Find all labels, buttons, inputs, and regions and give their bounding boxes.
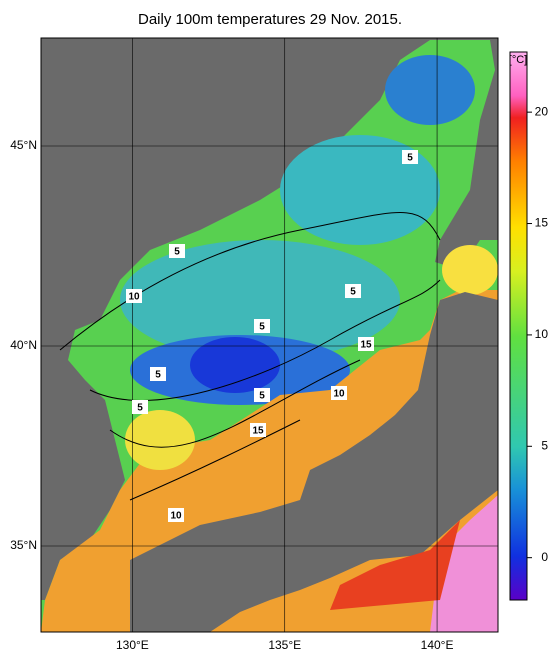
contour-label: 5 [407, 153, 413, 164]
contour-label-box [132, 400, 148, 414]
lat-label: 35°N [10, 538, 37, 552]
contour-label: 5 [259, 322, 265, 333]
colorbar-label: 5 [541, 438, 548, 452]
contour-label-box [345, 284, 361, 298]
contour-label-box [169, 244, 185, 258]
colorbar-label: 15 [535, 216, 549, 230]
pacific-warm [330, 520, 460, 610]
contour-line [59, 212, 441, 501]
lat-label: 40°N [10, 338, 37, 352]
pacific [430, 495, 498, 632]
contour-label: 5 [350, 287, 356, 298]
contour-label: 15 [360, 340, 372, 351]
colorbar [509, 51, 528, 601]
colorbar-label: 10 [535, 327, 549, 341]
contour-label: 5 [137, 403, 143, 414]
honshu [130, 292, 498, 632]
title: Daily 100m temperatures 29 Nov. 2015. [138, 11, 402, 28]
cold-water [385, 55, 475, 125]
contour-label: 10 [170, 511, 182, 522]
contour-label: 15 [252, 426, 264, 437]
contour-label-box [254, 388, 270, 402]
contour-label-box [254, 319, 270, 333]
contour-label: 10 [128, 292, 140, 303]
lon-label: 135°E [268, 638, 301, 652]
contour-label-box [126, 289, 142, 303]
contour-label-box [168, 508, 184, 522]
contour-label-box [150, 367, 166, 381]
map-area [41, 38, 498, 632]
frame [40, 37, 499, 633]
warm-eddy [125, 410, 195, 470]
contour-label: 5 [259, 391, 265, 402]
cold-water [120, 240, 400, 360]
contour-label-box [402, 150, 418, 164]
lat-label: 45°N [10, 138, 37, 152]
warm-eddy [442, 245, 498, 295]
contour-label: 10 [333, 389, 345, 400]
cold-water [280, 135, 440, 245]
contour-label-box [358, 337, 374, 351]
colorbar-unit: [°C] [509, 54, 527, 66]
cold-core [190, 337, 280, 393]
colorbar-label: 0 [541, 550, 548, 564]
lon-label: 140°E [421, 638, 454, 652]
contour-label: 5 [155, 370, 161, 381]
contour-label: 5 [174, 247, 180, 258]
colorbar-label: 20 [535, 104, 549, 118]
lon-label: 130°E [116, 638, 149, 652]
contour-label-box [331, 386, 347, 400]
contour-label-box [250, 423, 266, 437]
